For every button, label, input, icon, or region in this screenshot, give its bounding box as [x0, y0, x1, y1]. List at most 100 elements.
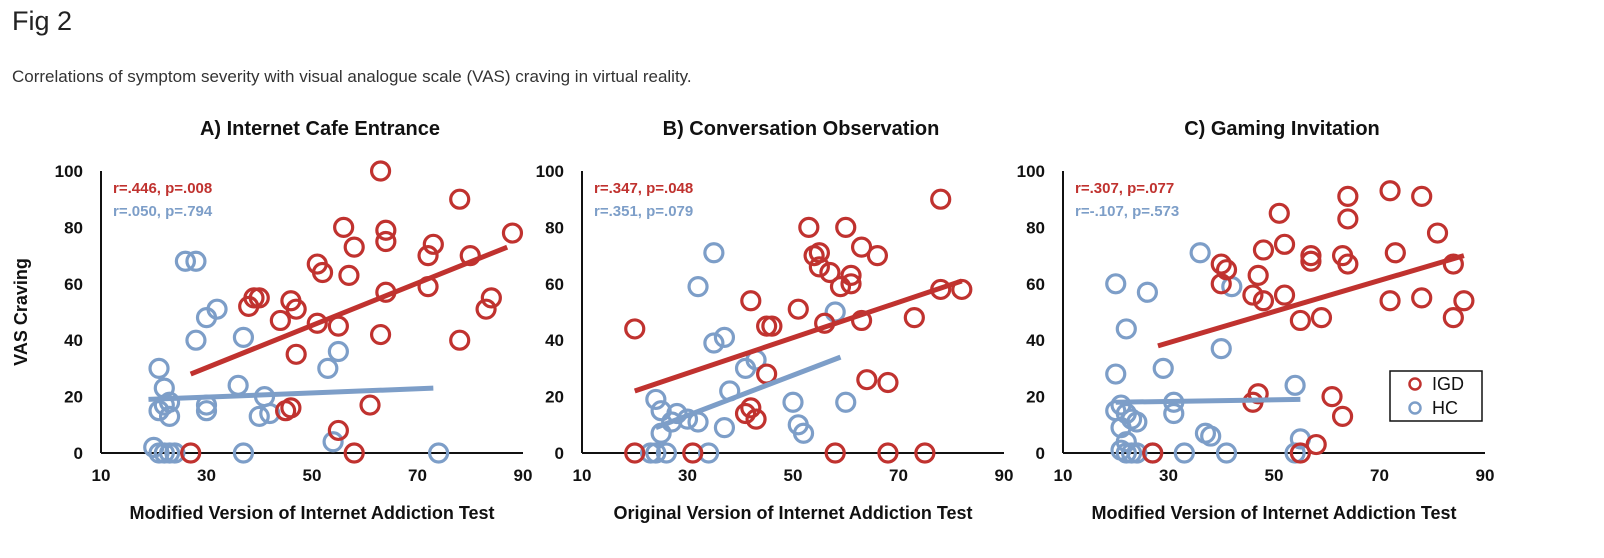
panel-c-y-tick-label: 0 — [1036, 444, 1045, 463]
panel-c-igd-point — [1273, 284, 1296, 306]
panel-a-igd-point — [338, 264, 360, 286]
panel-a-igd-point — [285, 343, 307, 365]
panel-b-igd-point — [829, 276, 852, 298]
panel-b-x-axis-title: Original Version of Internet Addiction T… — [613, 503, 972, 523]
panel-c-igd-point — [1300, 245, 1322, 267]
panel-a-igd-point — [285, 298, 307, 320]
panel-b-hc-point — [713, 417, 736, 439]
panel-c-igd-point — [1305, 433, 1327, 456]
panel-a-hc-point — [148, 400, 170, 422]
panel-b-igd-point — [803, 245, 825, 267]
panel-a-igd-point — [480, 287, 502, 309]
panel-c-igd-point — [1384, 242, 1406, 264]
panel-b-x-tick-label: 10 — [573, 466, 592, 485]
panel-c-y-tick-label: 100 — [1017, 162, 1045, 181]
panel-c-x-tick-label: 90 — [1476, 466, 1495, 485]
panel-a-igd-point — [275, 400, 297, 422]
panel-c-igd-point — [1337, 208, 1359, 230]
legend-hc-label: HC — [1432, 398, 1458, 418]
panel-b-igd-point — [734, 402, 757, 425]
panel-b-igd-point — [798, 216, 820, 238]
panel-a-hc-point — [259, 402, 281, 425]
panel-a-hc-point — [185, 250, 207, 272]
panel-b-x-tick-label: 50 — [784, 466, 803, 485]
panel-c-x-tick-label: 50 — [1265, 466, 1284, 485]
panel-b-igd-fit-line — [633, 278, 963, 394]
panel-c-hc-point — [1136, 281, 1159, 303]
panel-c-igd-point — [1379, 290, 1401, 312]
panel-b-igd-point — [840, 273, 862, 295]
panel-c-igd-point — [1215, 259, 1238, 281]
panel-b-igd-point — [740, 397, 762, 419]
panel-a-hc-point — [327, 340, 349, 363]
panel-b-x-tick-label: 30 — [678, 466, 697, 485]
panel-c-hc-point — [1126, 442, 1148, 464]
panel-b-igd-point — [819, 261, 841, 284]
panel-c-igd-point — [1142, 442, 1164, 464]
panel-b-hc-point — [645, 388, 667, 411]
panel-b-igd-point — [951, 278, 973, 301]
panel-a-igd-point — [449, 188, 471, 210]
panel-a-igd-point — [180, 442, 202, 464]
panel-b-igd-point — [914, 442, 936, 464]
panel-b-hc-point — [824, 301, 846, 323]
panel-b-igd-point — [850, 309, 873, 332]
panel-c-igd-point — [1289, 309, 1311, 332]
panel-a-y-tick-label: 20 — [64, 388, 83, 407]
panel-a-x-axis-title: Modified Version of Internet Addiction T… — [129, 503, 494, 523]
panel-b-x-tick-label: 90 — [995, 466, 1014, 485]
panel-a-hc-point — [248, 405, 270, 427]
panel-c-x-tick-label: 30 — [1159, 466, 1178, 485]
panel-a-y-tick-label: 40 — [64, 331, 83, 350]
panel-c-igd-point — [1321, 386, 1343, 408]
panel-a-hc-point — [227, 374, 249, 396]
panel-c-y-tick-label: 40 — [1026, 331, 1045, 350]
panel-b-hc-fit-line — [654, 354, 842, 430]
panel-a-y-tick-label: 0 — [74, 444, 83, 463]
panel-b-igd-point — [856, 369, 878, 391]
panel-c-hc-point — [1200, 425, 1222, 447]
panel-b-title: B) Conversation Observation — [663, 118, 940, 140]
panel-a-hc-fit-line — [148, 385, 434, 402]
legend-hc-marker — [1408, 401, 1422, 415]
figure-caption: Correlations of symptom severity with vi… — [12, 67, 692, 86]
panel-c-igd-point — [1337, 253, 1359, 275]
panel-a-x-tick-label: 30 — [197, 466, 216, 485]
panel-a-hc-stat: r=.050, p=.794 — [113, 203, 213, 220]
panel-a-hc-point — [148, 357, 170, 379]
panel-c-igd-point — [1453, 290, 1475, 312]
panel-b-igd-point — [624, 318, 646, 340]
panel-a-y-tick-label: 80 — [64, 218, 83, 237]
panel-b-hc-point — [687, 276, 709, 298]
panel-b-hc-point — [703, 332, 725, 354]
panel-b-y-tick-label: 0 — [555, 444, 564, 463]
panel-b-hc-point — [835, 391, 857, 413]
panel-a-hc-point — [195, 307, 218, 329]
panel-a-igd-point — [238, 295, 260, 317]
panel-c-hc-point — [1215, 442, 1238, 464]
panel-b-y-tick-label: 80 — [545, 218, 564, 237]
panel-c-hc-point — [1105, 273, 1127, 295]
panel-c-hc-point — [1105, 363, 1127, 385]
panel-a-x-tick-label: 70 — [408, 466, 427, 485]
panel-b-igd-point — [866, 245, 889, 267]
panel-a-title: A) Internet Cafe Entrance — [200, 118, 440, 140]
panel-a-igd-stat: r=.446, p=.008 — [113, 180, 212, 197]
panel-b-igd-point — [745, 408, 767, 430]
panel-b-igd-stat: r=.347, p=.048 — [594, 180, 693, 197]
panel-c-hc-point — [1163, 402, 1185, 425]
panel-a-hc-point — [195, 400, 218, 422]
panel-b-hc-point — [792, 422, 815, 444]
panel-a-igd-point — [343, 442, 365, 464]
panel-b-igd-point — [761, 315, 783, 337]
figure-label: Fig 2 — [12, 6, 73, 36]
panel-b-y-tick-label: 40 — [545, 331, 564, 350]
panel-c-igd-point — [1242, 284, 1264, 306]
panel-a-hc-point — [174, 250, 196, 272]
panel-a-igd-point — [306, 312, 328, 334]
panel-a-hc-point — [317, 357, 339, 379]
panel-a-hc-point — [428, 442, 450, 464]
panel-c-igd-point — [1273, 233, 1296, 255]
panel-c-igd-fit-line — [1157, 253, 1465, 349]
panel-c-igd-point — [1210, 253, 1232, 275]
